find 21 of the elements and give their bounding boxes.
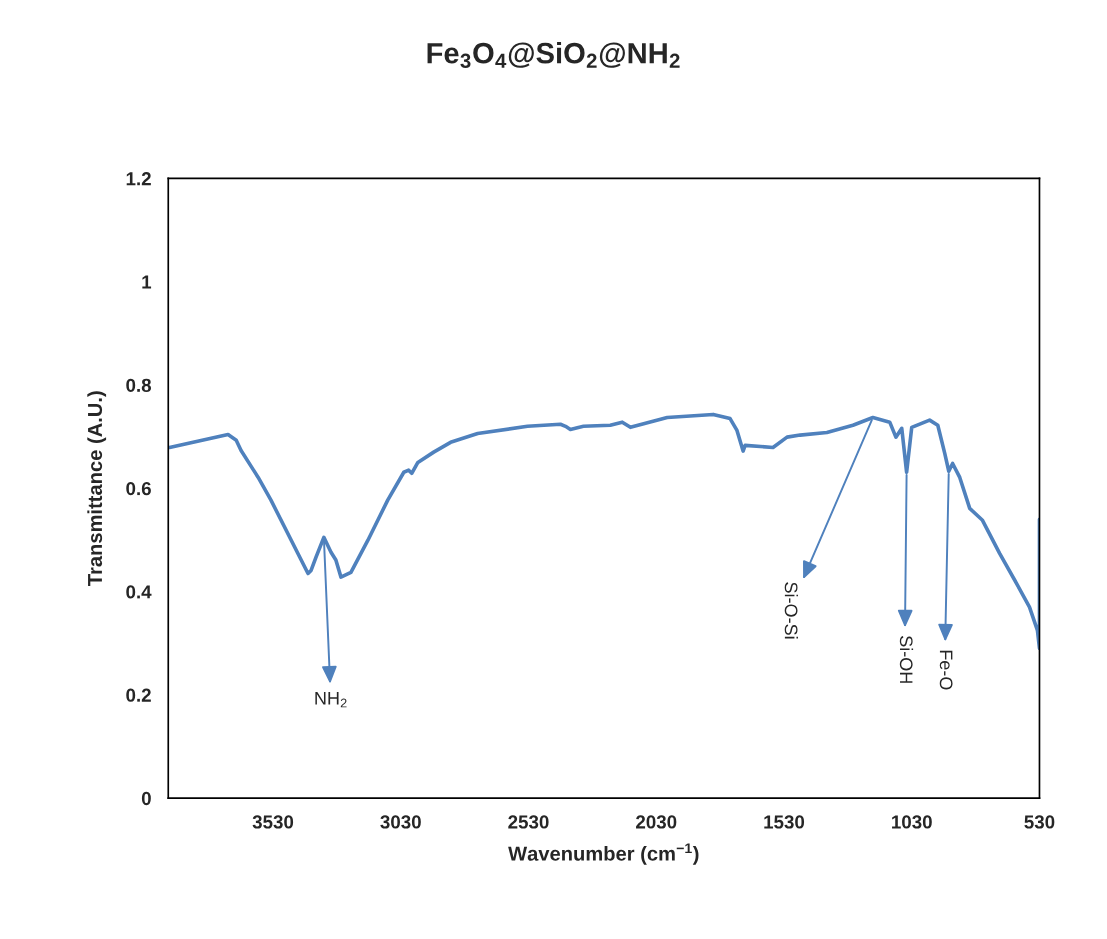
annotation: Si-O-Si [784,582,798,639]
x-axis-title: Wavenumber (cm$^{−1}$) [508,843,699,865]
y-axis-title: Transmittance (A.U.) [87,391,107,586]
x-tick-label: 1530 [764,815,805,829]
x-tick-label: 3530 [252,815,294,829]
y-tick-label: 0.8 [126,378,152,392]
x-tick-label: 3030 [380,815,421,829]
y-tick-label: 0.6 [126,481,151,496]
y-tick-label: 1 [142,275,152,289]
y-tick-label: 1.2 [126,172,151,186]
x-tick-label: 2030 [636,815,677,829]
annotation: Si-OH [899,636,914,683]
annotation: NH$_{2}$ [315,692,347,708]
y-tick-label: 0.4 [126,585,152,599]
x-tick-label: 1030 [892,815,932,829]
y-tick-label: 0.2 [126,688,151,702]
chart-title: Fe$_{3}$O$_{4}$@SiO$_{2}$@NH$_{2}$ [427,42,680,69]
y-tick-label: 0 [141,791,151,806]
annotation: Fe-O [939,650,953,690]
x-tick-label: 530 [1024,815,1055,829]
x-tick-label: 2530 [508,815,549,829]
